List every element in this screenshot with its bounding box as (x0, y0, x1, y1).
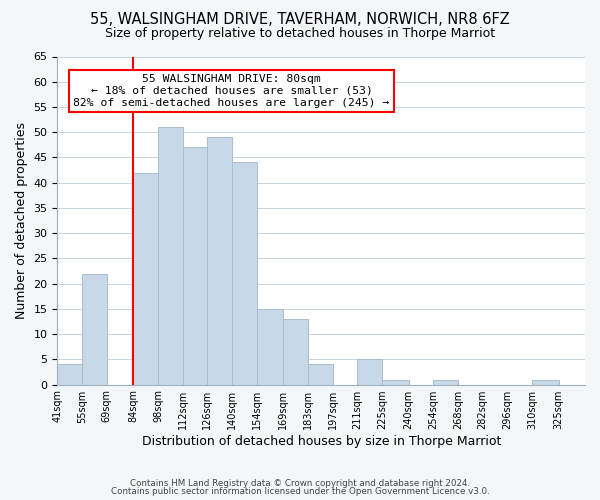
Bar (283, 319, 308, 384)
Bar (257, 309, 283, 384)
Bar (133, 172, 158, 384)
Bar (433, 380, 458, 384)
Bar (232, 162, 257, 384)
Bar (532, 380, 559, 384)
Text: 55 WALSINGHAM DRIVE: 80sqm
← 18% of detached houses are smaller (53)
82% of semi: 55 WALSINGHAM DRIVE: 80sqm ← 18% of deta… (73, 74, 389, 108)
Y-axis label: Number of detached properties: Number of detached properties (15, 122, 28, 319)
Bar (158, 127, 182, 384)
Text: Contains HM Land Registry data © Crown copyright and database right 2024.: Contains HM Land Registry data © Crown c… (130, 478, 470, 488)
Bar (58, 364, 82, 384)
Text: 55, WALSINGHAM DRIVE, TAVERHAM, NORWICH, NR8 6FZ: 55, WALSINGHAM DRIVE, TAVERHAM, NORWICH,… (90, 12, 510, 28)
Bar (82, 274, 107, 384)
X-axis label: Distribution of detached houses by size in Thorpe Marriot: Distribution of detached houses by size … (142, 434, 501, 448)
Text: Size of property relative to detached houses in Thorpe Marriot: Size of property relative to detached ho… (105, 28, 495, 40)
Bar (382, 380, 409, 384)
Text: Contains public sector information licensed under the Open Government Licence v3: Contains public sector information licen… (110, 487, 490, 496)
Bar (358, 360, 382, 384)
Bar (208, 138, 232, 384)
Bar (182, 148, 208, 384)
Bar (308, 364, 332, 384)
